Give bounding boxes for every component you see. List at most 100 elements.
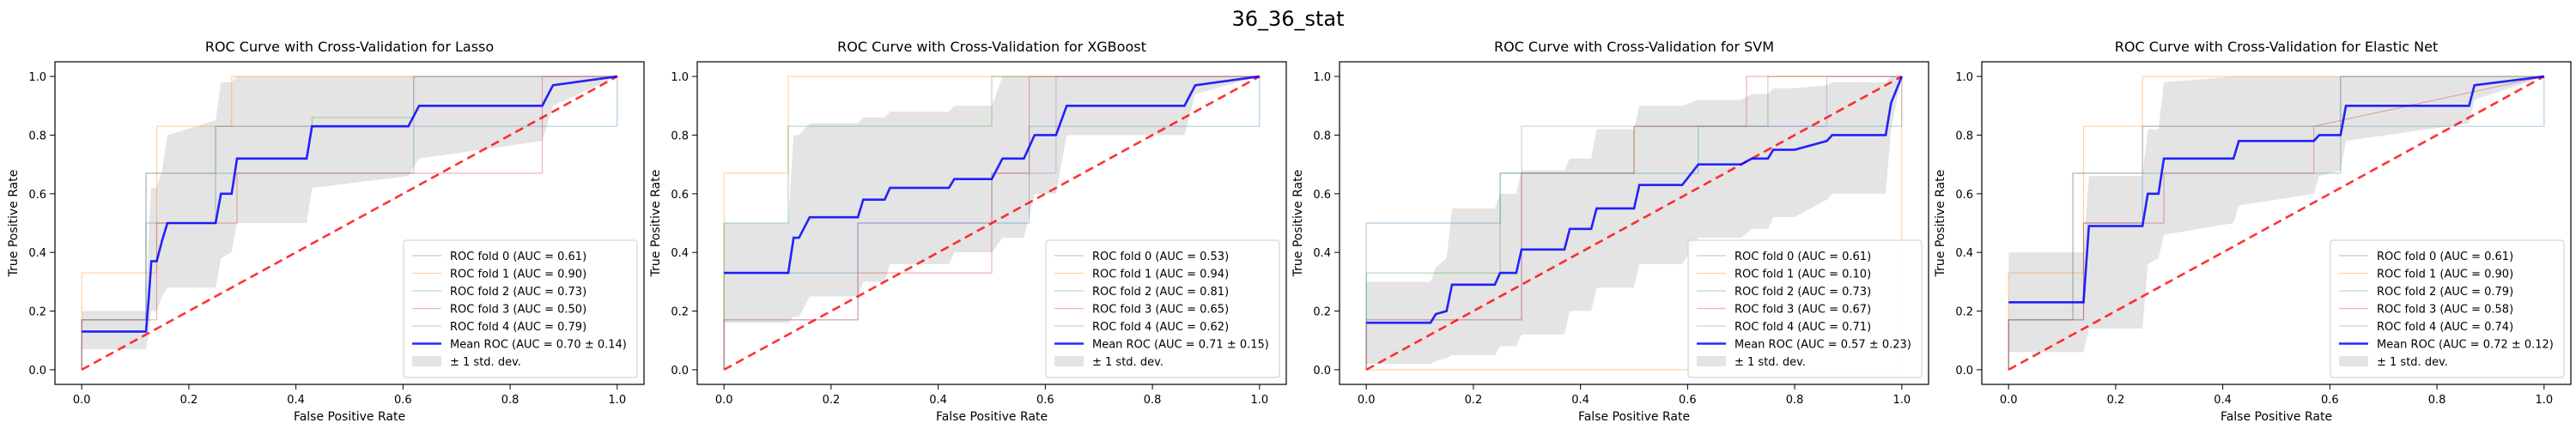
legend-box	[2330, 239, 2565, 378]
y-tick-label: 0.8	[1955, 130, 1973, 142]
legend-entry: ROC fold 1 (AUC = 0.90)	[450, 269, 586, 281]
x-tick-label: 0.2	[823, 394, 841, 407]
mean-roc-line	[82, 75, 617, 333]
y-tick-label: 0.8	[28, 130, 46, 142]
x-tick-label: 0.6	[1036, 394, 1054, 407]
roc-panel-1: 0.0 0.2 0.4 0.6 0.8 1.0 0.0 0.2 0.4 0.6 0.8 1.0 ROC …	[649, 39, 1287, 424]
fold-4-line	[81, 76, 617, 370]
x-tick-label: 0.2	[1465, 394, 1483, 407]
legend-swatch	[412, 356, 441, 366]
figure-title: 36_36_stat	[1231, 7, 1345, 31]
x-axis-label: False Positive Rate	[2221, 410, 2332, 424]
legend-box	[1687, 239, 1923, 378]
x-tick-label: 0.0	[2000, 394, 2018, 407]
x-tick-label: 0.2	[180, 394, 198, 407]
y-axis-label: True Positive Rate	[1934, 170, 1947, 278]
legend-entry: ROC fold 0 (AUC = 0.61)	[2377, 251, 2513, 263]
legend-entry: Mean ROC (AUC = 0.72 ± 0.12)	[2377, 339, 2554, 352]
y-tick-label: 0.0	[28, 365, 46, 378]
y-tick-label: 0.6	[1313, 189, 1331, 202]
legend-entry: ROC fold 4 (AUC = 0.62)	[1092, 321, 1229, 334]
legend-swatch	[1697, 356, 1726, 366]
x-tick-label: 0.8	[501, 394, 519, 407]
x-tick-label: 0.6	[2321, 394, 2339, 407]
y-tick-label: 0.0	[1955, 365, 1973, 378]
x-tick-label: 0.8	[1786, 394, 1804, 407]
fold-0-line	[2008, 76, 2545, 370]
x-tick-label: 0.4	[287, 394, 305, 407]
axes-frame	[1981, 61, 2572, 385]
legend-box	[1045, 239, 1280, 378]
chart-title: ROC Curve with Cross-Validation for SVM	[1494, 39, 1774, 55]
legend-entry: ± 1 std. dev.	[450, 356, 521, 369]
legend-swatch	[2339, 356, 2368, 366]
legend-entry: Mean ROC (AUC = 0.70 ± 0.14)	[450, 339, 627, 352]
std-band	[82, 76, 617, 349]
legend-entry: Mean ROC (AUC = 0.57 ± 0.23)	[1735, 339, 1911, 352]
y-tick-label: 0.4	[1955, 247, 1973, 260]
fold-4-line	[2008, 76, 2544, 370]
chance-line	[1365, 75, 1903, 372]
legend-box	[403, 239, 638, 378]
y-tick-label: 0.0	[671, 365, 689, 378]
y-tick-label: 1.0	[28, 71, 46, 84]
y-tick-label: 0.4	[28, 247, 46, 260]
y-tick-label: 1.0	[1313, 71, 1331, 84]
chart-title: ROC Curve with Cross-Validation for XGBo…	[837, 39, 1146, 55]
y-tick-label: 0.6	[1955, 189, 1973, 202]
legend-entry: ROC fold 4 (AUC = 0.79)	[450, 321, 586, 334]
x-tick-label: 0.8	[1144, 394, 1162, 407]
legend-entry: ± 1 std. dev.	[1735, 356, 1806, 369]
std-band	[1366, 76, 1902, 365]
fold-2-line	[1365, 76, 1902, 370]
legend: ROC fold 0 (AUC = 0.61) ROC fold 1 (AUC =…	[1687, 239, 1923, 378]
chart-title: ROC Curve with Cross-Validation for Lass…	[205, 39, 494, 55]
x-tick-label: 0.8	[2428, 394, 2446, 407]
y-tick-label: 1.0	[671, 71, 689, 84]
chart-title: ROC Curve with Cross-Validation for Elas…	[2115, 39, 2439, 55]
legend: ROC fold 0 (AUC = 0.61) ROC fold 1 (AUC =…	[403, 239, 638, 378]
y-tick-label: 0.4	[1313, 247, 1331, 260]
fold-3-line	[1365, 76, 1902, 370]
y-axis-label: True Positive Rate	[649, 170, 663, 278]
mean-roc-line	[1366, 76, 1904, 324]
std-band	[2008, 76, 2544, 353]
y-tick-label: 1.0	[1955, 71, 1973, 84]
axes-frame	[1339, 61, 1929, 385]
roc-panel-0: 0.0 0.2 0.4 0.6 0.8 1.0 0.0 0.2 0.4 0.6 0.8 1.0 ROC …	[7, 39, 645, 424]
roc-panel-3: 0.0 0.2 0.4 0.6 0.8 1.0 0.0 0.2 0.4 0.6 0.8 1.0 ROC …	[1934, 39, 2572, 424]
x-tick-label: 0.6	[394, 394, 412, 407]
legend-entry: ± 1 std. dev.	[2377, 356, 2448, 369]
x-tick-label: 1.0	[608, 394, 626, 407]
legend-entry: ROC fold 2 (AUC = 0.81)	[1092, 286, 1229, 299]
legend-entry: ROC fold 3 (AUC = 0.50)	[450, 304, 586, 317]
legend-entry: ROC fold 0 (AUC = 0.61)	[450, 251, 586, 263]
roc-panel-2: 0.0 0.2 0.4 0.6 0.8 1.0 0.0 0.2 0.4 0.6 0.8 1.0 ROC …	[1291, 39, 1929, 424]
y-tick-label: 0.2	[1313, 306, 1331, 319]
y-axis-label: True Positive Rate	[7, 170, 21, 278]
fold-1-line	[723, 76, 1260, 370]
legend-entry: ROC fold 3 (AUC = 0.58)	[2377, 304, 2513, 317]
x-axis-label: False Positive Rate	[294, 410, 405, 424]
y-tick-label: 0.2	[671, 306, 689, 319]
axes-frame	[54, 61, 645, 385]
x-axis-label: False Positive Rate	[936, 410, 1048, 424]
y-tick-label: 0.6	[671, 189, 689, 202]
axes-frame	[696, 61, 1287, 385]
x-tick-label: 1.0	[2535, 394, 2553, 407]
fold-4-line	[1365, 76, 1902, 370]
fold-3-line	[723, 76, 1260, 370]
fold-2-line	[723, 76, 1260, 370]
legend-entry: ROC fold 3 (AUC = 0.65)	[1092, 304, 1229, 317]
legend-entry: ROC fold 1 (AUC = 0.94)	[1092, 269, 1229, 281]
x-tick-label: 0.0	[1358, 394, 1376, 407]
x-tick-label: 0.4	[1571, 394, 1589, 407]
y-tick-label: 0.8	[1313, 130, 1331, 142]
x-tick-label: 0.4	[929, 394, 947, 407]
legend-entry: ROC fold 4 (AUC = 0.71)	[1735, 321, 1871, 334]
legend-entry: ROC fold 1 (AUC = 0.90)	[2377, 269, 2513, 281]
y-tick-label: 0.2	[1955, 306, 1973, 319]
x-tick-label: 1.0	[1893, 394, 1911, 407]
fold-0-line	[1365, 76, 1903, 370]
